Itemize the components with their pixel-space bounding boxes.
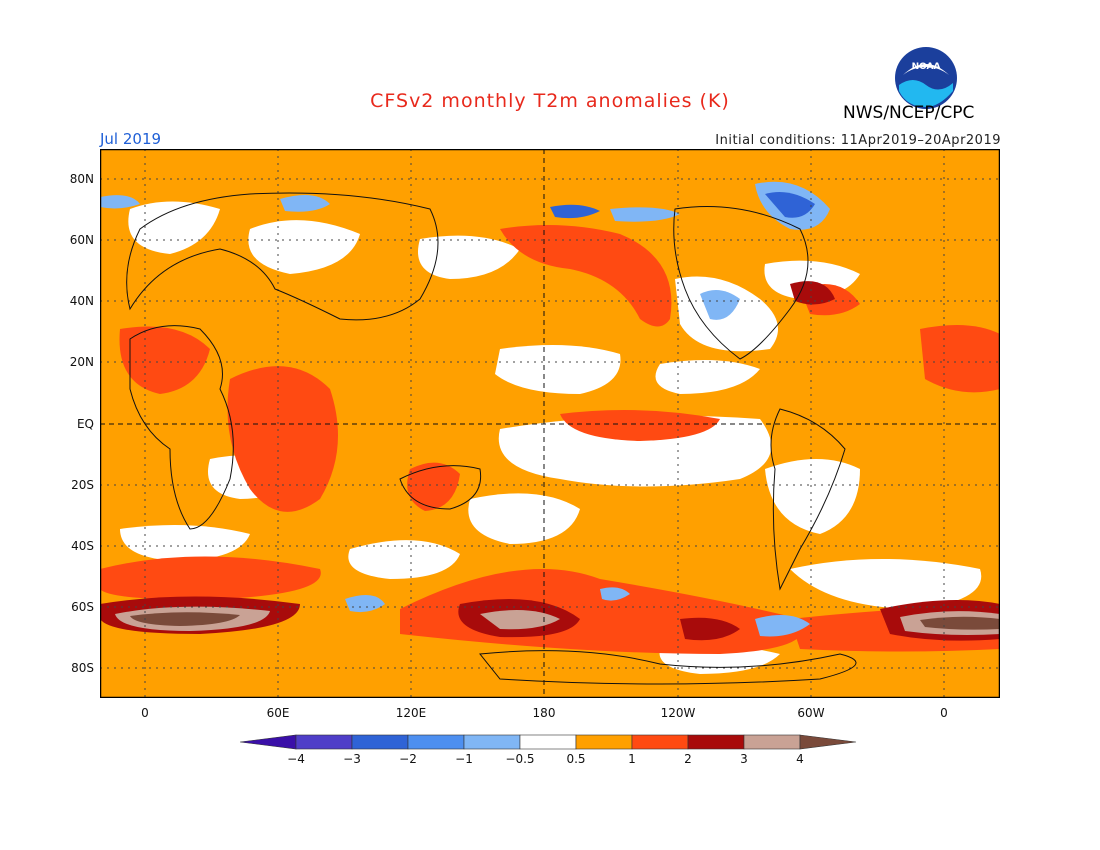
colorbar-swatch-9 <box>743 734 801 750</box>
colorbar-swatch-8 <box>687 734 745 750</box>
colorbar-label-0: −4 <box>287 752 305 766</box>
anomaly-map <box>100 149 1000 698</box>
colorbar-label-5: 0.5 <box>566 752 586 766</box>
colorbar-label-7: 2 <box>684 752 692 766</box>
colorbar-label-1: −3 <box>343 752 361 766</box>
lat-label-60n: 60N <box>69 233 94 247</box>
svg-text:NOAA: NOAA <box>912 62 941 72</box>
colorbar-label-2: −2 <box>399 752 417 766</box>
lat-label-eq: EQ <box>76 417 94 431</box>
lat-label-20n: 20N <box>69 355 94 369</box>
lon-label-0-right: 0 <box>940 706 948 720</box>
colorbar-swatch-2 <box>351 734 409 750</box>
lon-label-60e: 60E <box>266 706 290 720</box>
lat-label-80s: 80S <box>71 661 94 675</box>
organization-label: NWS/NCEP/CPC <box>843 103 975 123</box>
colorbar-swatch-6 <box>575 734 633 750</box>
colorbar-swatch-10 <box>799 734 857 750</box>
colorbar <box>240 734 857 750</box>
colorbar-swatch-1 <box>295 734 353 750</box>
lat-label-40s: 40S <box>71 539 94 553</box>
lat-label-80n: 80N <box>69 172 94 186</box>
lon-label-60w: 60W <box>797 706 825 720</box>
colorbar-swatch-5 <box>519 734 577 750</box>
colorbar-label-6: 1 <box>628 752 636 766</box>
forecast-month: Jul 2019 <box>100 130 162 148</box>
colorbar-swatch-7 <box>631 734 689 750</box>
colorbar-swatch-0 <box>240 734 297 750</box>
colorbar-swatch-4 <box>463 734 521 750</box>
colorbar-label-9: 4 <box>796 752 804 766</box>
colorbar-label-8: 3 <box>740 752 748 766</box>
lon-label-0-left: 0 <box>141 706 149 720</box>
lat-label-40n: 40N <box>69 294 94 308</box>
colorbar-swatch-3 <box>407 734 465 750</box>
initial-conditions: Initial conditions: 11Apr2019–20Apr2019 <box>715 133 1001 148</box>
colorbar-label-4: −0.5 <box>505 752 535 766</box>
lon-label-120e: 120E <box>395 706 427 720</box>
lon-label-120w: 120W <box>660 706 696 720</box>
chart-title: CFSv2 monthly T2m anomalies (K) <box>370 90 730 112</box>
lat-label-60s: 60S <box>71 600 94 614</box>
lat-label-20s: 20S <box>71 478 94 492</box>
noaa-logo: NOAA <box>895 47 957 109</box>
colorbar-label-3: −1 <box>455 752 473 766</box>
lon-label-180: 180 <box>532 706 556 720</box>
